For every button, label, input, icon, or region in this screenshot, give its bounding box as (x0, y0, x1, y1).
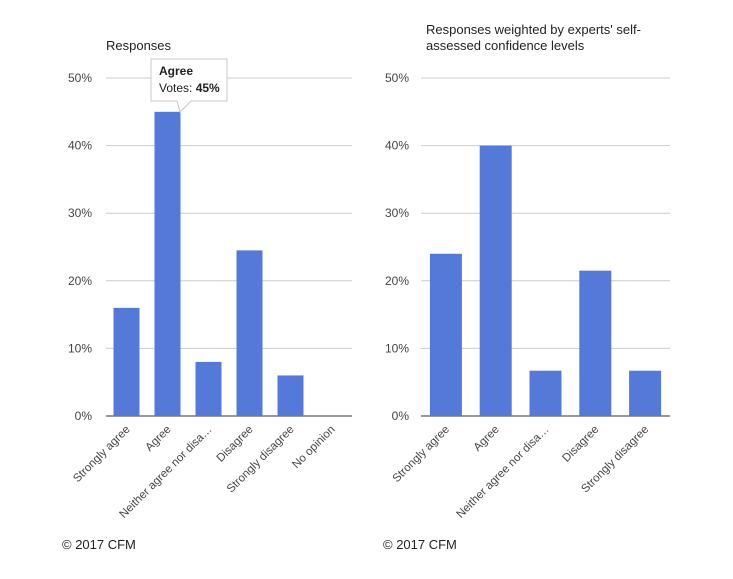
grid-lines (106, 77, 352, 417)
y-axis-ticks: 0% 10% 20% 30% 40% 50% (68, 71, 92, 423)
tooltip-value-label: Votes: (159, 81, 196, 95)
bar[interactable] (277, 375, 304, 416)
y-tick-label: 10% (68, 341, 92, 355)
x-tick-label: Strongly agree (71, 424, 132, 485)
weighted-responses-chart: Responses weighted by experts' self- ass… (383, 22, 670, 552)
tooltip-category: Agree (159, 64, 193, 78)
responses-chart: Responses 0% 10% 20% 30% 40% 50% Strongly agr… (62, 38, 352, 552)
y-tick-label: 30% (385, 206, 409, 220)
bar[interactable] (629, 370, 662, 416)
y-tick-label: 20% (68, 274, 92, 288)
bar[interactable] (195, 361, 222, 416)
bars (113, 111, 304, 417)
y-tick-label: 10% (385, 341, 409, 355)
bars (429, 145, 662, 416)
copyright-footer: © 2017 CFM (62, 537, 136, 552)
x-tick-label: Disagree (215, 424, 256, 465)
y-axis-ticks: 0% 10% 20% 30% 40% 50% (385, 71, 409, 423)
x-tick-label: Strongly agree (391, 424, 452, 485)
bar[interactable] (113, 307, 140, 416)
bar[interactable] (479, 145, 512, 416)
x-tick-label: Agree (143, 424, 173, 454)
x-tick-label: Disagree (560, 424, 601, 465)
y-tick-label: 40% (68, 139, 92, 153)
bar[interactable] (429, 253, 462, 416)
chart-title-line-1: Responses weighted by experts' self- (426, 22, 641, 37)
copyright-footer: © 2017 CFM (383, 537, 457, 552)
x-tick-label: No opinion (290, 424, 337, 471)
tooltip-value-line: Votes: 45% (159, 81, 220, 95)
y-tick-label: 50% (68, 71, 92, 85)
chart-title: Responses (106, 38, 172, 53)
bar[interactable] (154, 111, 181, 417)
bar[interactable] (529, 370, 562, 416)
y-tick-label: 0% (392, 409, 410, 423)
tooltip-box (150, 58, 228, 113)
tooltip-value: 45% (196, 81, 220, 95)
y-tick-label: 0% (75, 409, 93, 423)
bar[interactable] (236, 250, 263, 416)
bar-tooltip: Agree Votes: 45% (150, 58, 228, 113)
x-tick-label: Agree (472, 424, 502, 454)
y-tick-label: 50% (385, 71, 409, 85)
y-tick-label: 30% (68, 206, 92, 220)
chart-title-line-2: assessed confidence levels (426, 38, 585, 53)
bar[interactable] (579, 270, 612, 416)
y-tick-label: 40% (385, 139, 409, 153)
y-tick-label: 20% (385, 274, 409, 288)
x-tick-label: Neither agree nor disa… (455, 424, 552, 521)
